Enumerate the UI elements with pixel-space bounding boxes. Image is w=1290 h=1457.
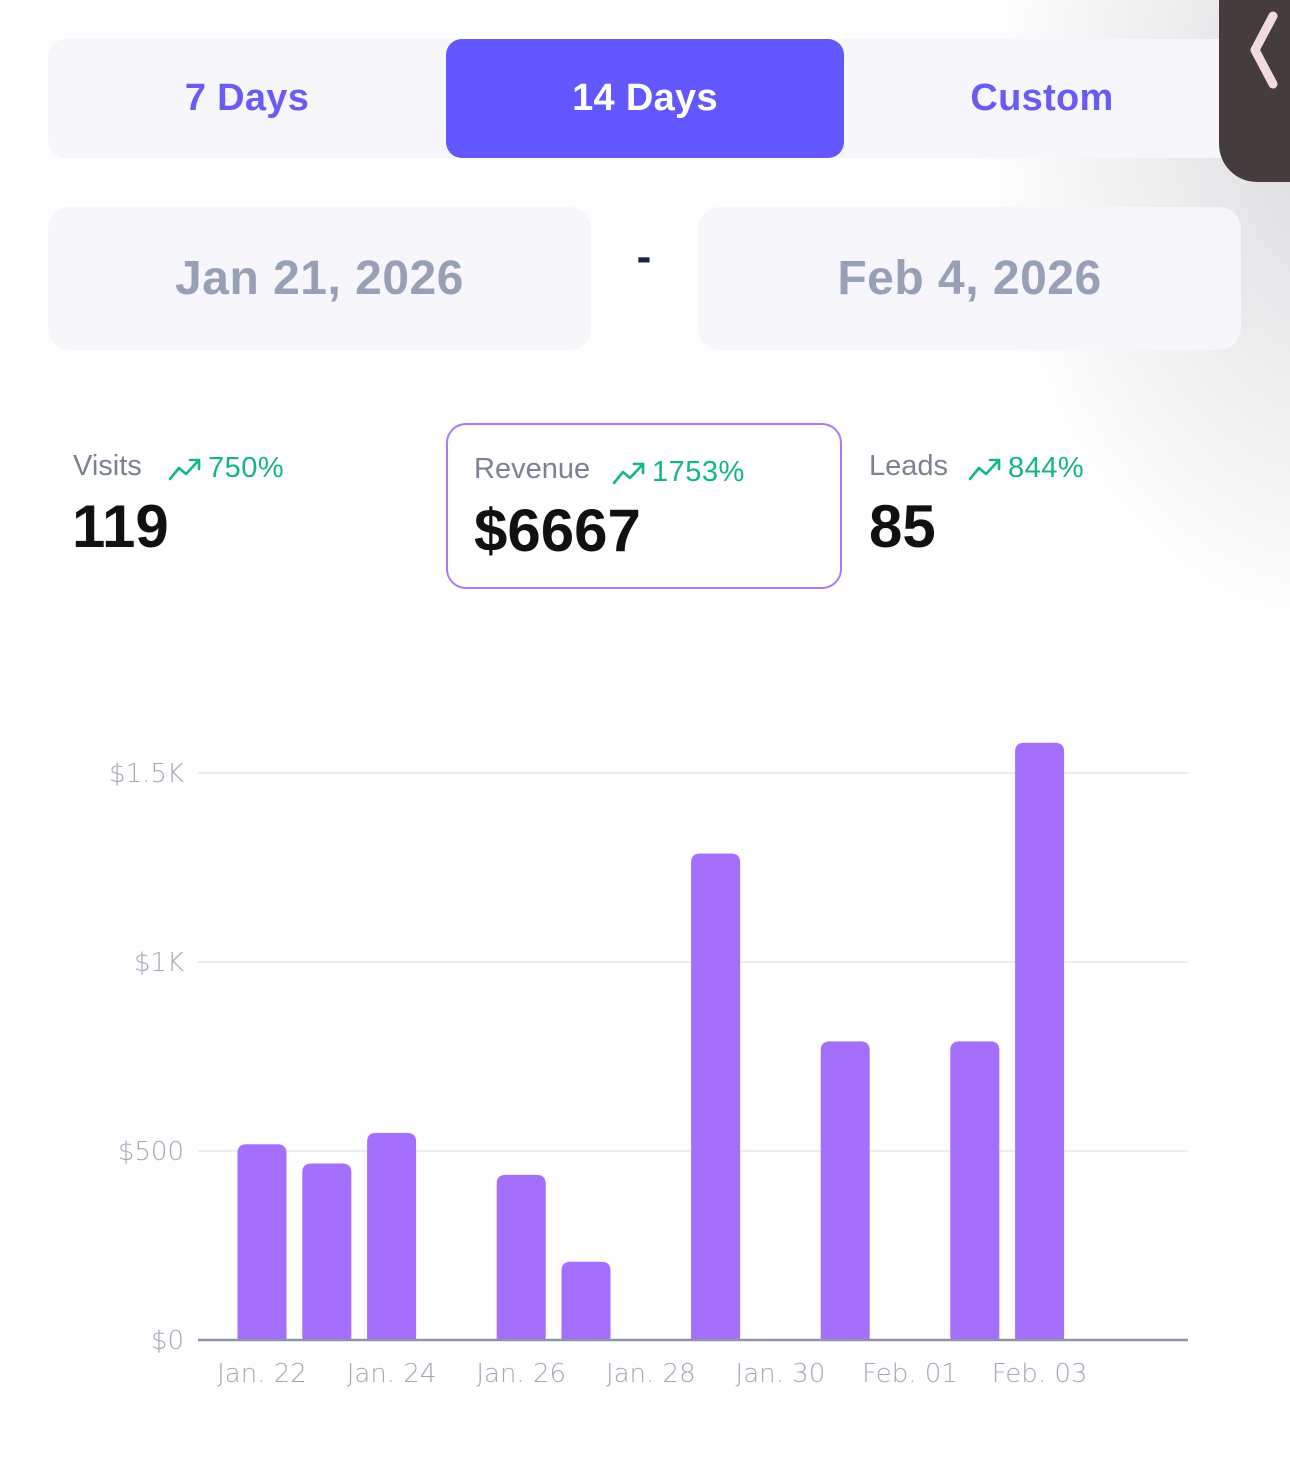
x-tick-label: Jan. 28 bbox=[606, 1359, 696, 1389]
trending-up-icon bbox=[968, 458, 1001, 480]
range-option-7-days[interactable]: 7 Days bbox=[184, 77, 310, 119]
metric-label: Visits bbox=[73, 450, 142, 482]
date-range-separator: - bbox=[636, 232, 652, 281]
y-tick-label: $500 bbox=[118, 1137, 184, 1167]
metric-label: Leads bbox=[869, 450, 949, 482]
bar[interactable] bbox=[950, 1041, 1000, 1340]
revenue-bar-chart: $0 $500 $1K $1.5K Jan. 22 Jan. 24 Jan. 26 Jan. … bbox=[109, 742, 1188, 1389]
selected-metric-card[interactable] bbox=[446, 423, 842, 589]
metric-trend: 1753% bbox=[612, 456, 745, 489]
metric-value: $6667 bbox=[474, 497, 641, 564]
chevron-left-icon bbox=[1250, 11, 1278, 89]
y-tick-label: $1.5K bbox=[109, 759, 184, 789]
bar[interactable] bbox=[367, 1132, 417, 1340]
y-tick-label: $1K bbox=[134, 948, 184, 978]
x-tick-label: Jan. 26 bbox=[476, 1359, 566, 1389]
metric-value: 85 bbox=[869, 493, 936, 560]
bar[interactable] bbox=[302, 1163, 352, 1340]
bar[interactable] bbox=[691, 853, 741, 1340]
side-panel-handle[interactable] bbox=[1219, 0, 1290, 182]
metric-trend-value: 1753% bbox=[652, 456, 745, 488]
trending-up-icon bbox=[612, 462, 645, 484]
metric-trend: 844% bbox=[968, 452, 1084, 485]
metric-trend-value: 750% bbox=[208, 452, 285, 484]
end-date-field[interactable]: Feb 4, 2026 bbox=[698, 207, 1241, 350]
x-tick-label: Feb. 03 bbox=[992, 1359, 1088, 1389]
x-tick-label: Jan. 22 bbox=[217, 1359, 307, 1389]
bar[interactable] bbox=[820, 1041, 870, 1340]
bar[interactable] bbox=[561, 1261, 611, 1340]
y-tick-label: $0 bbox=[151, 1326, 184, 1356]
start-date-field[interactable]: Jan 21, 2026 bbox=[48, 207, 591, 350]
range-option-custom[interactable]: Custom bbox=[970, 77, 1114, 119]
x-tick-label: Jan. 24 bbox=[347, 1359, 437, 1389]
bar[interactable] bbox=[496, 1174, 546, 1340]
x-tick-label: Jan. 30 bbox=[736, 1359, 826, 1389]
metric-trend-value: 844% bbox=[1008, 452, 1085, 484]
x-tick-label: Feb. 01 bbox=[862, 1359, 958, 1389]
metric-value: 119 bbox=[72, 493, 169, 560]
bar[interactable] bbox=[237, 1144, 287, 1340]
bar[interactable] bbox=[1015, 742, 1065, 1340]
metric-label: Revenue bbox=[474, 453, 591, 485]
range-option-14-days[interactable]: 14 Days bbox=[446, 39, 844, 158]
trending-up-icon bbox=[168, 458, 201, 480]
metric-trend: 750% bbox=[168, 452, 284, 485]
